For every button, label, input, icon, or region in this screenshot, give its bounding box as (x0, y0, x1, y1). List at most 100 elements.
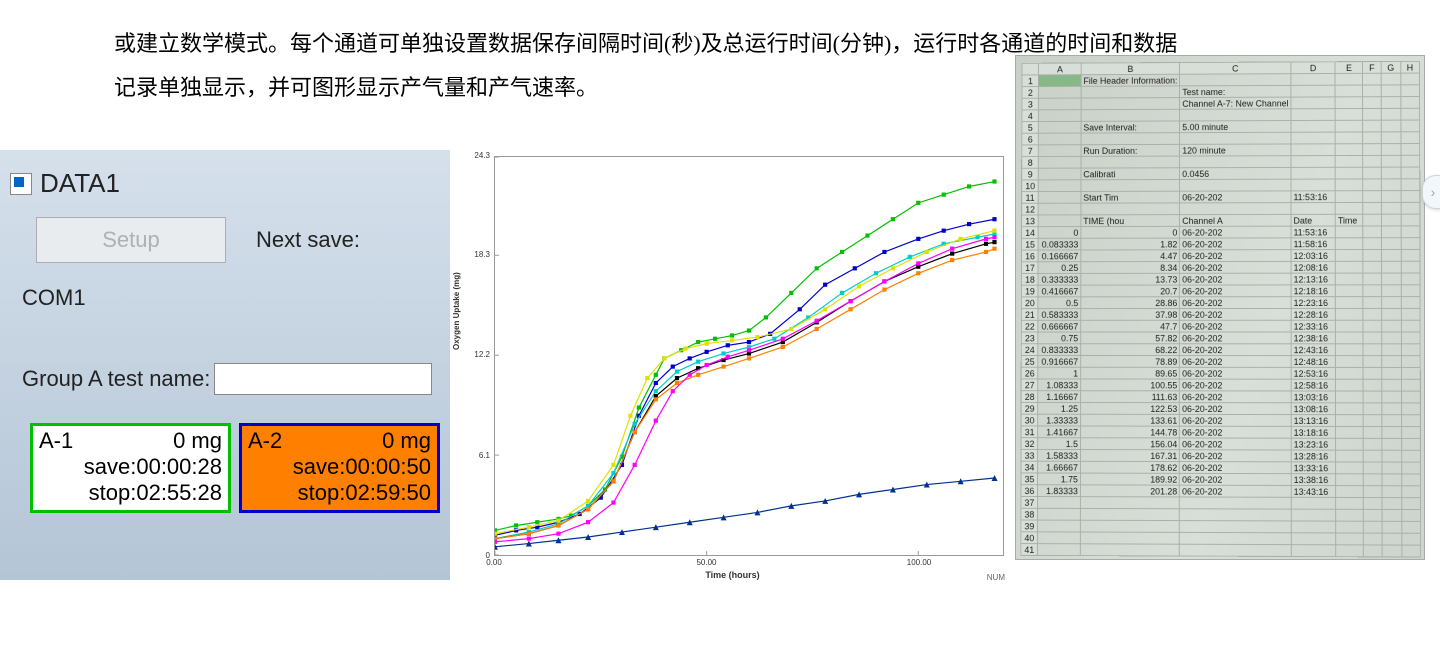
row-num[interactable]: 14 (1022, 227, 1039, 239)
spreadsheet-table: ABCDEFGH1File Header Information:2Test n… (1020, 61, 1421, 558)
group-a-label: Group A test name: (22, 366, 210, 392)
x-tick: 50.00 (692, 558, 722, 567)
table-row[interactable]: 140006-20-20211:53:16 (1022, 226, 1420, 238)
channel-id: A-1 (39, 428, 73, 454)
row-num[interactable]: 5 (1022, 122, 1039, 134)
table-row[interactable]: 220.66666747.706-20-20212:33:16 (1021, 320, 1420, 332)
chart-plot-area (494, 156, 1004, 556)
table-row[interactable]: 160.1666674.4706-20-20212:03:16 (1021, 249, 1419, 261)
table-row[interactable]: 180.33333313.7306-20-20212:13:16 (1021, 273, 1420, 285)
table-row[interactable]: 190.41666720.706-20-20212:18:16 (1021, 285, 1420, 297)
row-num[interactable]: 20 (1021, 297, 1038, 309)
y-axis-label: Oxygen Uptake (mg) (452, 272, 461, 350)
table-row[interactable]: 321.5156.0406-20-20213:23:16 (1021, 438, 1420, 451)
row-num[interactable]: 31 (1021, 426, 1038, 438)
channel-box-a-1[interactable]: A-1 0 mgsave:00:00:28stop:02:55:28 (30, 423, 231, 513)
table-row[interactable]: 240.83333368.2206-20-20212:43:16 (1021, 344, 1420, 356)
row-num[interactable]: 4 (1022, 110, 1039, 122)
col-header-A[interactable]: A (1039, 63, 1081, 75)
table-row[interactable]: 341.66667178.6206-20-20213:33:16 (1021, 461, 1421, 474)
table-row[interactable]: 331.58333167.3106-20-20213:28:16 (1021, 449, 1420, 462)
row-num[interactable]: 27 (1021, 379, 1038, 391)
row-num[interactable]: 6 (1022, 133, 1039, 145)
y-tick: 12.2 (466, 350, 490, 359)
row-num[interactable]: 3 (1022, 98, 1039, 110)
row-num[interactable]: 10 (1022, 180, 1039, 192)
channel-stop: stop:02:59:50 (248, 480, 431, 506)
row-num[interactable]: 30 (1021, 414, 1038, 426)
col-header-E[interactable]: E (1335, 62, 1362, 74)
row-num[interactable]: 36 (1021, 485, 1038, 497)
row-num[interactable]: 32 (1021, 438, 1038, 450)
table-row[interactable]: 210.58333337.9806-20-20212:28:16 (1021, 308, 1420, 320)
data1-app-window: DATA1 Setup Next save: COM1 Group A test… (0, 150, 450, 580)
table-row[interactable]: 26189.6506-20-20212:53:16 (1021, 367, 1420, 379)
row-num[interactable]: 8 (1022, 157, 1039, 169)
col-header-G[interactable]: G (1381, 61, 1400, 73)
row-num[interactable]: 37 (1021, 496, 1038, 508)
row-num[interactable]: 35 (1021, 473, 1038, 485)
side-tab-expand[interactable]: › (1422, 175, 1440, 209)
channel-stop: stop:02:55:28 (39, 480, 222, 506)
row-num[interactable]: 1 (1022, 75, 1039, 87)
table-row[interactable]: 311.41667144.7806-20-20213:18:16 (1021, 426, 1420, 439)
chart-svg (495, 157, 1003, 555)
app-title: DATA1 (40, 168, 120, 199)
channel-value: 0 mg (173, 428, 222, 454)
table-row[interactable]: 271.08333100.5506-20-20212:58:16 (1021, 379, 1420, 391)
y-tick: 24.3 (466, 151, 490, 160)
channel-save: save:00:00:50 (248, 454, 431, 480)
row-num[interactable]: 21 (1021, 309, 1038, 321)
setup-button[interactable]: Setup (36, 217, 226, 263)
row-num[interactable]: 15 (1022, 238, 1039, 250)
table-row[interactable]: 291.25122.5306-20-20213:08:16 (1021, 402, 1420, 414)
row-num[interactable]: 18 (1021, 273, 1038, 285)
table-row[interactable]: 200.528.8606-20-20212:23:16 (1021, 297, 1420, 309)
row-num[interactable]: 38 (1021, 508, 1038, 520)
col-header-H[interactable]: H (1400, 61, 1419, 73)
col-header-D[interactable]: D (1291, 62, 1335, 74)
row-num[interactable]: 39 (1021, 520, 1038, 532)
x-axis-label: Time (hours) (450, 570, 1015, 580)
table-row[interactable]: 150.0833331.8206-20-20211:58:16 (1022, 238, 1420, 250)
y-tick: 6.1 (466, 451, 490, 460)
channel-save: save:00:00:28 (39, 454, 222, 480)
row-num[interactable]: 23 (1021, 332, 1038, 344)
channel-value: 0 mg (382, 428, 431, 454)
col-header-F[interactable]: F (1363, 62, 1381, 74)
row-num[interactable]: 11 (1022, 192, 1039, 204)
table-row[interactable]: 250.91666778.8906-20-20212:48:16 (1021, 355, 1420, 367)
row-num[interactable]: 34 (1021, 461, 1038, 473)
chart-panel: Oxygen Uptake (mg) Time (hours) NUM 06.1… (450, 150, 1015, 584)
col-header-B[interactable]: B (1081, 63, 1180, 75)
app-icon (10, 173, 32, 195)
table-row[interactable]: 281.16667111.6306-20-20213:03:16 (1021, 391, 1420, 403)
spreadsheet-photo: ABCDEFGH1File Header Information:2Test n… (1015, 55, 1425, 560)
row-num[interactable]: 19 (1021, 285, 1038, 297)
channel-id: A-2 (248, 428, 282, 454)
table-row[interactable]: 301.33333133.6106-20-20213:13:16 (1021, 414, 1420, 426)
row-num[interactable]: 41 (1021, 544, 1038, 556)
row-num[interactable]: 13 (1022, 215, 1039, 227)
channel-box-a-2[interactable]: A-2 0 mgsave:00:00:50stop:02:59:50 (239, 423, 440, 513)
table-row[interactable]: 170.258.3406-20-20212:08:16 (1021, 261, 1420, 273)
row-num[interactable]: 9 (1022, 168, 1039, 180)
row-num[interactable]: 33 (1021, 449, 1038, 461)
row-num[interactable]: 29 (1021, 402, 1038, 414)
row-num[interactable]: 17 (1021, 262, 1038, 274)
row-num[interactable]: 40 (1021, 532, 1038, 544)
row-num[interactable]: 2 (1022, 87, 1039, 99)
row-num[interactable]: 28 (1021, 391, 1038, 403)
next-save-label: Next save: (256, 227, 360, 253)
row-num[interactable]: 25 (1021, 355, 1038, 367)
row-num[interactable]: 26 (1021, 367, 1038, 379)
col-header-C[interactable]: C (1180, 62, 1291, 74)
group-a-input[interactable] (214, 363, 432, 395)
row-num[interactable]: 7 (1022, 145, 1039, 157)
x-tick: 0.00 (479, 558, 509, 567)
row-num[interactable]: 16 (1021, 250, 1038, 262)
row-num[interactable]: 24 (1021, 344, 1038, 356)
row-num[interactable]: 12 (1022, 203, 1039, 215)
table-row[interactable]: 230.7557.8206-20-20212:38:16 (1021, 332, 1420, 344)
row-num[interactable]: 22 (1021, 320, 1038, 332)
